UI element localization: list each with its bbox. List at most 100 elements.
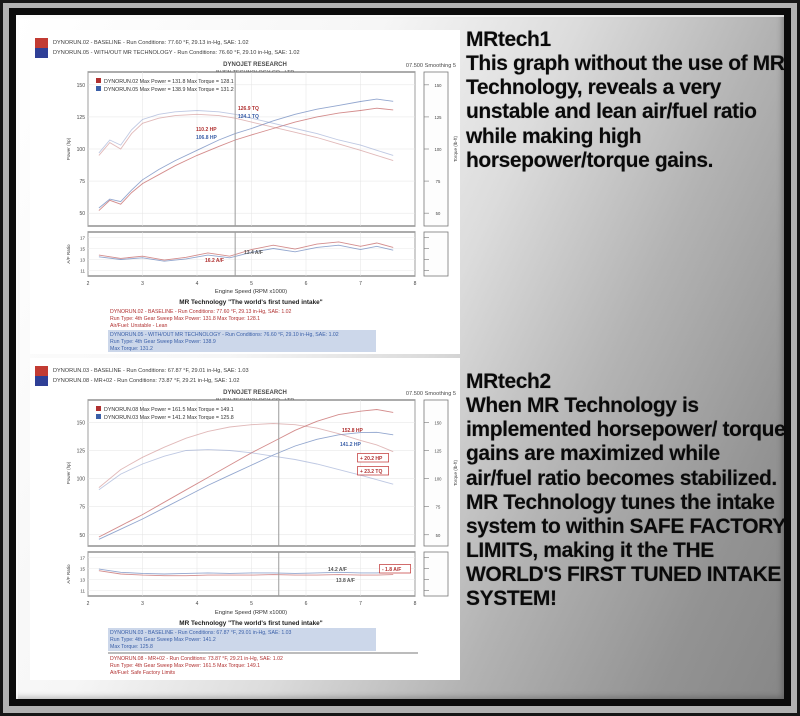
smoothing-label: 07.500 Smoothing 5 (406, 391, 456, 397)
svg-text:125: 125 (77, 449, 86, 455)
svg-text:2: 2 (87, 281, 90, 287)
svg-text:124.1 TQ: 124.1 TQ (238, 114, 259, 120)
dyno-panel-1: DYNORUN.02 - BASELINE - Run Conditions: … (30, 30, 460, 354)
run-header-line2: DYNORUN.08 - MR+02 - Run Conditions: 73.… (53, 378, 239, 384)
run2-blue-swatch (35, 48, 48, 58)
svg-text:15: 15 (80, 247, 86, 252)
y-axis-label-power: Power (hp) (66, 461, 71, 484)
mrtech1-section: MRtech1 This graph without the use of MR… (466, 28, 786, 173)
dyno-chart-2: DYNORUN.03 - BASELINE - Run Conditions: … (35, 366, 458, 676)
svg-text:50: 50 (79, 533, 85, 539)
svg-text:75: 75 (436, 179, 441, 184)
dyno-chart-1: DYNORUN.02 - BASELINE - Run Conditions: … (35, 38, 458, 352)
footer-blue-highlight (108, 330, 376, 352)
legend-marker-red (96, 78, 101, 83)
svg-text:8: 8 (414, 281, 417, 287)
svg-text:110.2 HP: 110.2 HP (196, 127, 217, 133)
mr-technology-tagline: MR Technology "The world's first tuned i… (179, 299, 322, 306)
legend-line-1: DYNORUN.02 Max Power = 131.8 Max Torque … (104, 79, 234, 85)
svg-text:150: 150 (435, 83, 443, 88)
y-axis-label-af: A/F Ratio (66, 244, 71, 264)
footer-blue-highlight (108, 628, 376, 651)
svg-text:13.4 A/F: 13.4 A/F (244, 250, 263, 256)
svg-text:106.8 HP: 106.8 HP (196, 135, 218, 141)
svg-text:14.2 A/F: 14.2 A/F (328, 567, 347, 573)
svg-text:7: 7 (359, 281, 362, 287)
svg-text:50: 50 (436, 533, 441, 538)
y-axis-label-af: A/F Ratio (66, 564, 71, 584)
svg-text:3: 3 (141, 281, 144, 287)
x-axis-title: Engine Speed (RPM x1000) (215, 610, 287, 616)
svg-text:5: 5 (250, 601, 253, 607)
svg-text:- 1.8 A/F: - 1.8 A/F (382, 567, 401, 573)
svg-text:13: 13 (80, 258, 86, 263)
footer-red-line1: DYNORUN.02 - BASELINE - Run Conditions: … (110, 309, 292, 315)
run-color-swatch (35, 38, 48, 58)
footer-red-line2: Run Type: 4th Gear Sweep Max Power: 161.… (110, 663, 260, 669)
smoothing-label: 07.500 Smoothing 5 (406, 63, 456, 69)
run-header-line1: DYNORUN.02 - BASELINE - Run Conditions: … (53, 40, 249, 46)
svg-text:+ 23.2 TQ: + 23.2 TQ (360, 469, 382, 475)
legend-line-2: DYNORUN.05 Max Power = 138.9 Max Torque … (104, 87, 234, 93)
run1-red-swatch (35, 366, 48, 376)
svg-text:100: 100 (435, 477, 443, 482)
legend-marker-blue (96, 414, 101, 419)
mrtech1-title: MRtech1 (466, 28, 551, 51)
svg-text:17: 17 (80, 556, 86, 561)
svg-text:8: 8 (414, 601, 417, 607)
svg-text:4: 4 (196, 601, 199, 607)
svg-text:4: 4 (196, 281, 199, 287)
right-torque-scale (423, 399, 449, 547)
run1-red-swatch (35, 38, 48, 48)
svg-text:100: 100 (77, 147, 86, 153)
svg-text:13: 13 (80, 578, 86, 583)
svg-text:16.2 A/F: 16.2 A/F (205, 258, 224, 264)
chart-dynamic-layer-1: 2 3 4 5 6 7 8 50 50 75 75 100 100 125 125 150 150 11 13 15 1… (77, 72, 443, 287)
mrtech1-body: This graph without the use of MR Technol… (466, 52, 785, 172)
legend-line-2: DYNORUN.03 Max Power = 141.2 Max Torque … (104, 415, 234, 421)
svg-text:13.8 A/F: 13.8 A/F (336, 578, 355, 584)
footer-blue-line1: DYNORUN.03 - BASELINE - Run Conditions: … (110, 630, 292, 636)
svg-text:3: 3 (141, 601, 144, 607)
footer-blue-line2: Run Type: 4th Gear Sweep Max Power: 138.… (110, 339, 216, 345)
mr-technology-tagline: MR Technology "The world's first tuned i… (179, 620, 322, 627)
svg-text:6: 6 (305, 281, 308, 287)
svg-text:150: 150 (435, 420, 443, 425)
legend-marker-red (96, 406, 101, 411)
svg-text:150: 150 (77, 420, 86, 426)
svg-text:15: 15 (80, 567, 86, 572)
svg-text:125: 125 (435, 449, 443, 454)
right-af-scale (423, 551, 449, 597)
chart-dynamic-layer-2: 2 3 4 5 6 7 8 50 50 75 75 100 100 125 125 150 150 11 13 15 1… (77, 400, 443, 607)
svg-text:+ 20.2 HP: + 20.2 HP (360, 456, 383, 462)
svg-text:17: 17 (80, 236, 86, 241)
y-axis-label-power: Power (hp) (66, 137, 71, 160)
svg-text:75: 75 (79, 505, 85, 511)
plot-legend: DYNORUN.08 Max Power = 161.5 Max Torque … (96, 406, 234, 421)
svg-text:11: 11 (80, 589, 85, 594)
svg-text:152.8 HP: 152.8 HP (342, 428, 364, 434)
footer-red-line1: DYNORUN.08 - MR+02 - Run Conditions: 73.… (110, 656, 283, 662)
footer-red-line3: Air/Fuel: Safe Factory Limits (110, 670, 176, 676)
station-title: DYNOJET RESEARCH (223, 62, 287, 68)
footer-red-line3: Air/Fuel: Unstable - Lean (110, 323, 167, 329)
mrtech2-section: MRtech2 When MR Technology is implemente… (466, 370, 786, 611)
mrtech2-body: When MR Technology is implemented horsep… (466, 394, 786, 611)
footer-blue-line3: Max Torque: 125.8 (110, 644, 153, 650)
footer-blue-line3: Max Torque: 131.2 (110, 346, 153, 352)
svg-text:6: 6 (305, 601, 308, 607)
svg-text:100: 100 (435, 147, 443, 152)
station-title: DYNOJET RESEARCH (223, 390, 287, 396)
run-color-swatch (35, 366, 48, 386)
legend-line-1: DYNORUN.08 Max Power = 161.5 Max Torque … (104, 407, 234, 413)
svg-text:11: 11 (80, 269, 85, 274)
run-header-line2: DYNORUN.05 - WITH/OUT MR TECHNOLOGY - Ru… (53, 50, 300, 56)
y-axis-label-torque: Torque (lb-ft) (453, 460, 458, 487)
svg-text:125: 125 (77, 115, 86, 121)
footer-blue-line2: Run Type: 4th Gear Sweep Max Power: 141.… (110, 637, 216, 643)
svg-text:7: 7 (359, 601, 362, 607)
x-axis-title: Engine Speed (RPM x1000) (215, 289, 287, 295)
right-af-scale (423, 231, 449, 277)
svg-text:2: 2 (87, 601, 90, 607)
svg-text:75: 75 (436, 505, 441, 510)
